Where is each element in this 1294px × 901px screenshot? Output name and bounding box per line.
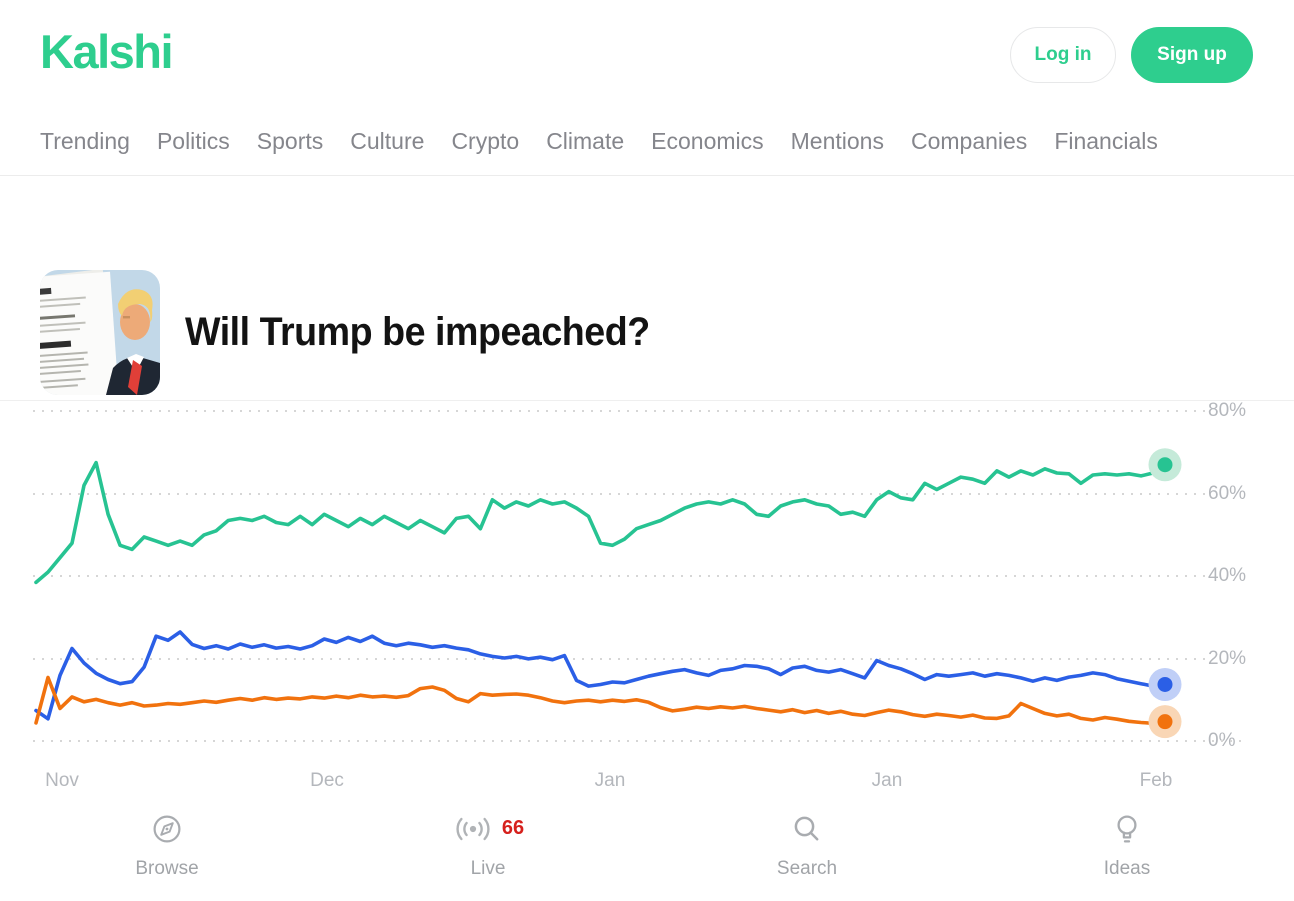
market-thumbnail (40, 270, 160, 395)
bottom-nav-browse[interactable]: Browse (97, 812, 237, 880)
y-tick-40: 40% (1208, 565, 1247, 586)
y-tick-60: 60% (1208, 483, 1247, 504)
search-icon (794, 816, 819, 840)
trump-figure (106, 289, 160, 395)
green-endpoint-halo (1148, 448, 1182, 482)
green-endpoint-dot (1157, 457, 1173, 473)
green-series-line (34, 460, 1167, 585)
trump-document-illustration (40, 270, 160, 395)
signup-button[interactable]: Sign up (1131, 27, 1253, 83)
nav-item-financials[interactable]: Financials (1054, 128, 1158, 154)
blue-endpoint-dot (1157, 676, 1173, 692)
nav-item-climate[interactable]: Climate (546, 128, 625, 154)
section-divider (0, 400, 1294, 401)
x-tick-jan1: Jan (594, 770, 626, 791)
x-tick-jan2: Jan (871, 770, 903, 791)
compass-icon (153, 815, 181, 842)
nav-item-companies[interactable]: Companies (910, 128, 1028, 154)
nav-item-culture[interactable]: Culture (350, 128, 425, 154)
nav-item-crypto[interactable]: Crypto (451, 128, 520, 154)
market-title: Will Trump be impeached? (185, 310, 650, 354)
nav-item-trending[interactable]: Trending (40, 128, 130, 154)
orange-endpoint-dot (1157, 714, 1173, 730)
bottom-nav-search[interactable]: Search (737, 812, 877, 880)
x-tick-feb: Feb (1139, 770, 1173, 791)
blue-endpoint-halo (1148, 667, 1182, 701)
orange-endpoint-halo (1148, 705, 1182, 739)
bottom-nav-ideas-label: Ideas (1103, 858, 1151, 879)
login-button[interactable]: Log in (1010, 27, 1116, 83)
nav-item-sports[interactable]: Sports (256, 128, 324, 154)
live-broadcast-icon (456, 817, 490, 840)
x-tick-dec: Dec (310, 770, 344, 791)
y-tick-20: 20% (1208, 648, 1247, 669)
gridlines (33, 410, 1244, 742)
orange-series-line (34, 675, 1167, 726)
bottom-nav-live-label: Live (470, 858, 506, 879)
nav-item-economics[interactable]: Economics (651, 128, 764, 154)
auth-buttons: Log in Sign up (1010, 27, 1253, 83)
kalshi-logo[interactable]: Kalshi (40, 25, 174, 78)
bottom-nav-search-label: Search (776, 858, 838, 879)
bottom-nav-live[interactable]: 66 Live (418, 812, 558, 880)
nav-item-politics[interactable]: Politics (156, 128, 230, 154)
bottom-nav-ideas[interactable]: Ideas (1057, 812, 1197, 880)
lightbulb-icon (1117, 814, 1137, 843)
x-tick-nov: Nov (45, 770, 79, 791)
live-count-badge: 66 (501, 817, 525, 839)
bottom-nav-browse-label: Browse (135, 858, 199, 879)
y-tick-0: 0% (1208, 730, 1236, 751)
y-tick-80: 80% (1208, 400, 1247, 421)
header-divider (0, 175, 1294, 176)
series-layer (34, 448, 1182, 739)
blue-series-line (34, 630, 1167, 721)
nav-item-mentions[interactable]: Mentions (790, 128, 884, 154)
category-nav: Trending Politics Sports Culture Crypto … (40, 128, 1294, 155)
